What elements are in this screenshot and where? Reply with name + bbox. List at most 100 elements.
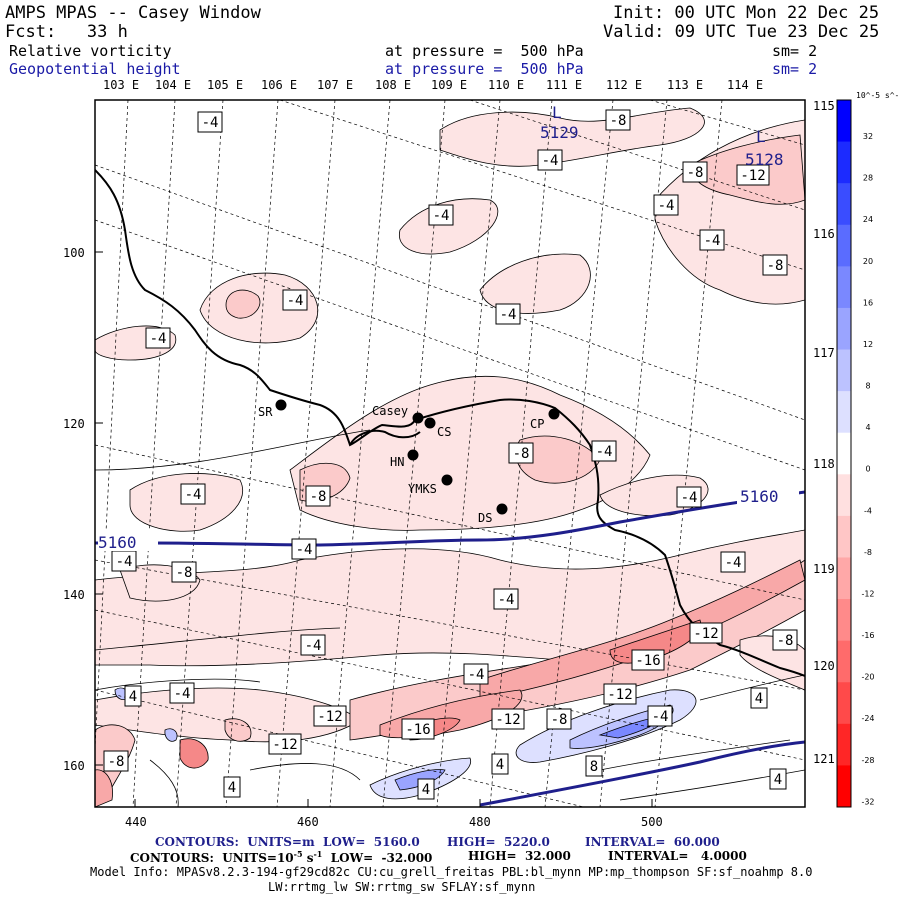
colorbar-tick-label: 24 (863, 215, 873, 224)
footer-height-contours: CONTOURS: UNITS=m LOW= 5160.0 (155, 835, 420, 849)
init-time: Init: 00 UTC Mon 22 Dec 25 (613, 3, 880, 23)
colorbar-tick-label: -12 (861, 589, 874, 598)
contour-label-text: -12 (272, 737, 297, 753)
footer-vorticity-interval: INTERVAL= 4.0000 (608, 849, 747, 863)
plot-frame (94, 99, 806, 808)
colorbar-swatch (837, 640, 851, 683)
station-dot-sr (275, 399, 287, 411)
station-markers (275, 399, 560, 515)
station-label-ymks: YMKS (408, 482, 437, 496)
contour-label-text: -12 (607, 687, 632, 703)
station-dot-ymks (441, 474, 453, 486)
contour-label: -4 (180, 483, 206, 505)
contour-label-text: -8 (310, 489, 327, 505)
contour-label: 4 (491, 753, 509, 775)
colorbar-swatch (837, 474, 851, 517)
contour-label-text: -16 (405, 722, 430, 738)
contour-label: 4 (223, 776, 241, 798)
contour-label: -4 (720, 551, 746, 573)
contour-label: -4 (699, 229, 725, 251)
contour-label-text: 4 (129, 689, 137, 705)
contour-label-text: -4 (305, 638, 322, 654)
contour-label-text: -4 (287, 293, 304, 309)
contour-label-text: 4 (422, 782, 430, 798)
valid-time: Valid: 09 UTC Tue 23 Dec 25 (603, 22, 880, 42)
y-label-140: 140 (63, 588, 85, 602)
contour-label-text: 4 (496, 757, 504, 773)
colorbar-swatch (837, 765, 851, 808)
contour-label: -12 (689, 622, 723, 644)
station-label-sr: SR (258, 405, 273, 419)
footer-vorticity-contours: CONTOURS: UNITS=10-5 s-1 LOW= -32.000 (130, 850, 432, 864)
x-label-460: 460 (297, 815, 319, 829)
x-label-500: 500 (641, 815, 663, 829)
contour-label: -12 (603, 683, 637, 705)
contour-label: 8 (585, 755, 603, 777)
colorbar-swatch (837, 682, 851, 725)
contour-label-text: -8 (551, 712, 568, 728)
contour-label-text: 4 (228, 780, 236, 796)
colorbar-frame (836, 99, 852, 808)
colorbar-swatch (837, 266, 851, 309)
footer-vort-units: CONTOURS: UNITS=10 (130, 851, 294, 865)
longitude-labels-top: 103 E 104 E 105 E 106 E 107 E 108 E 109 … (103, 78, 763, 92)
forecast-hour: Fcst: 33 h (5, 22, 128, 42)
contour-label: -12 (268, 733, 302, 755)
contour-label: -16 (401, 718, 435, 740)
colorbar-unit-label: 10^-5 s^-1 (856, 91, 900, 100)
contour-label: -8 (103, 750, 129, 772)
station-label-ds: DS (478, 511, 492, 525)
contour-label: -12 (313, 705, 347, 727)
contour-label-text: -8 (777, 633, 794, 649)
footer-height-high: HIGH= 5220.0 (447, 835, 550, 849)
colorbar-unit: 10^-5 s^-1 (856, 91, 900, 100)
contour-label: -4 (676, 486, 702, 508)
contour-label: 4 (124, 685, 142, 707)
contour-label: 4 (417, 778, 435, 800)
contour-label: -8 (762, 254, 788, 276)
contour-label-text: -8 (513, 446, 530, 462)
lon-label: 111 E (546, 78, 582, 92)
map-title: AMPS MPAS -- Casey Window (5, 3, 261, 23)
colorbar-swatch (837, 557, 851, 600)
contour-label-text: -4 (116, 554, 133, 570)
lon-label: 114 E (727, 78, 763, 92)
colorbar-tick-label: 32 (863, 132, 873, 141)
colorbar-tick-label: 8 (865, 382, 870, 391)
colorbar-tick-label: 28 (863, 174, 873, 183)
field1-level: at pressure = 500 hPa (385, 42, 584, 60)
contour-label-text: -4 (704, 233, 721, 249)
coastline-inlet (349, 429, 421, 446)
contour-label: -8 (682, 161, 708, 183)
colorbar-swatch (837, 307, 851, 351)
station-labels: SR Casey CS HN YMKS CP DS (258, 404, 544, 525)
contour-label: -4 (111, 550, 137, 572)
contour-label: -4 (537, 149, 563, 171)
contour-label-text: -8 (687, 165, 704, 181)
y-label-100: 100 (63, 246, 85, 260)
low-value-west: 5129 (540, 123, 579, 142)
lon-label: 110 E (488, 78, 524, 92)
lon-label: 107 E (317, 78, 353, 92)
contour-label-text: -4 (174, 686, 191, 702)
footer-vort-unit2: s (302, 851, 314, 865)
contour-label: -4 (463, 663, 489, 685)
contour-label: -4 (300, 634, 326, 656)
x-label-440: 440 (125, 815, 147, 829)
height-label-west: 5160 (98, 533, 137, 552)
colorbar-swatch (837, 224, 851, 267)
contour-label: -16 (631, 649, 665, 671)
contour-label: -4 (591, 440, 617, 462)
contour-label-text: -4 (150, 331, 167, 347)
colorbar-swatch (837, 141, 851, 184)
contour-label-text: 8 (590, 759, 598, 775)
contour-label: -4 (493, 588, 519, 610)
contour-label: -4 (653, 194, 679, 216)
low-marker-east: L (756, 127, 766, 146)
y-label-160: 160 (63, 759, 85, 773)
colorbar-swatch (837, 515, 851, 558)
contour-label-text: -4 (652, 709, 669, 725)
station-dot-cs (424, 417, 436, 429)
contour-label: -4 (647, 705, 673, 727)
